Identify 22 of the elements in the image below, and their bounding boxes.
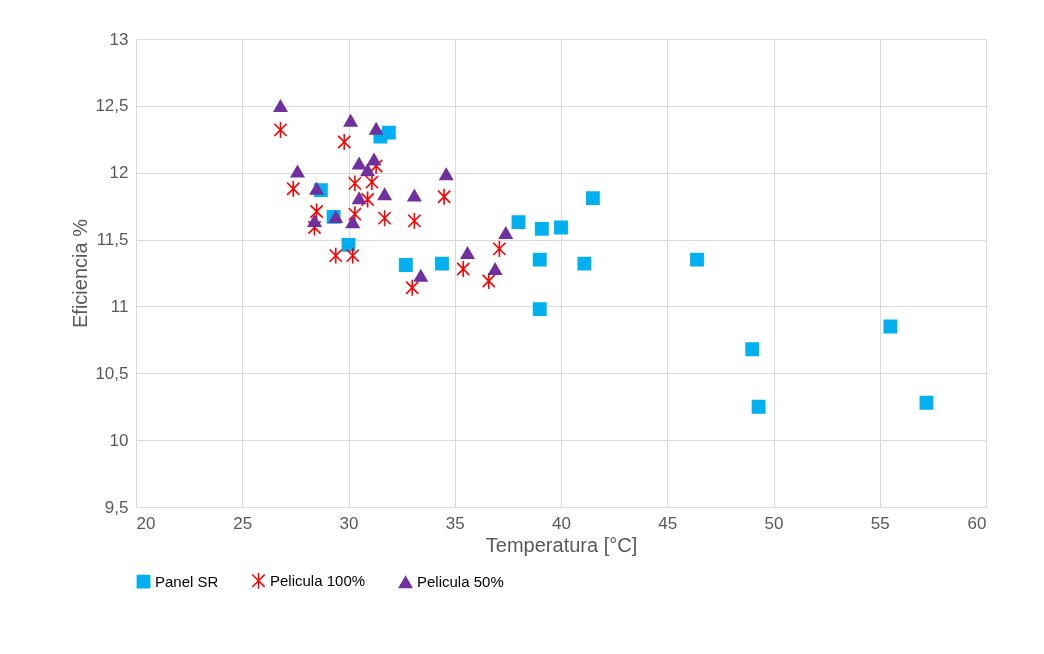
x-tick-label: 60 xyxy=(967,513,987,533)
x-tick-label: 50 xyxy=(764,513,784,533)
x-tick-label: 45 xyxy=(658,513,678,533)
x-axis-title: Temperatura [°C] xyxy=(485,533,638,556)
y-tick-label: 11 xyxy=(110,296,129,316)
x-tick-label: 40 xyxy=(552,513,571,533)
legend-label: Panel SR xyxy=(155,572,219,590)
y-tick-label: 9,5 xyxy=(104,497,129,517)
x-tick-label: 55 xyxy=(870,513,890,533)
x-tick-label: 35 xyxy=(445,513,465,533)
y-tick-label: 12,5 xyxy=(95,96,129,116)
x-tick-label: 25 xyxy=(233,513,253,533)
y-axis-title: Eficiencia % xyxy=(69,218,92,328)
legend-label: Pelicula 100% xyxy=(270,571,366,589)
x-tick-label: 30 xyxy=(339,513,359,533)
x-tick-label: 20 xyxy=(136,513,156,533)
y-tick-label: 12 xyxy=(109,163,129,183)
y-tick-label: 10,5 xyxy=(95,363,129,383)
y-tick-label: 11,5 xyxy=(96,230,129,250)
y-tick-label: 10 xyxy=(109,430,129,450)
y-tick-label: 13 xyxy=(109,29,129,49)
legend-label: Pelicula 50% xyxy=(417,573,504,591)
